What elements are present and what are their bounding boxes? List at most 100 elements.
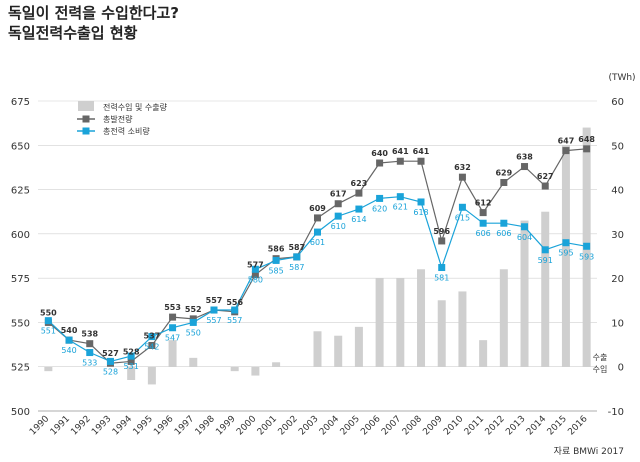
gross-data-label: 537 — [144, 331, 161, 340]
consumption-data-label: 540 — [61, 346, 76, 355]
bar — [313, 331, 322, 367]
gross-data-label: 617 — [330, 190, 347, 199]
consumption-marker — [86, 349, 94, 357]
legend-gross-label: 총발전량 — [103, 114, 133, 124]
consumption-data-label: 557 — [206, 316, 221, 325]
gross-data-label: 577 — [247, 261, 264, 270]
right-tick-label: 0 — [618, 363, 624, 374]
gross-marker — [376, 159, 384, 167]
consumption-marker — [148, 333, 156, 341]
consumption-data-label: 587 — [289, 263, 304, 272]
right-axis-unit: (TWh) — [608, 73, 635, 83]
consumption-data-label: 593 — [579, 252, 594, 261]
gross-data-label: 627 — [537, 172, 554, 181]
x-tick-label: 1992 — [69, 414, 92, 437]
gross-marker — [417, 157, 425, 165]
gross-marker — [314, 214, 321, 222]
x-tick-label: 1996 — [152, 414, 175, 437]
gross-marker — [334, 200, 342, 208]
consumption-marker — [583, 242, 591, 250]
legend-bar-label: 전력수입 및 수출량 — [103, 102, 168, 112]
x-tick-label: 2003 — [297, 414, 320, 437]
right-tick-label: 30 — [611, 230, 624, 241]
consumption-data-label: 614 — [351, 215, 366, 224]
consumption-data-label: 595 — [558, 249, 573, 258]
bar — [417, 269, 426, 367]
bar — [168, 340, 177, 367]
source-note: 자료 BMWi 2017 — [554, 446, 624, 457]
gross-marker — [500, 178, 508, 186]
gross-data-label: 612 — [475, 199, 492, 208]
gross-marker — [562, 147, 570, 155]
consumption-data-label: 580 — [248, 275, 263, 284]
gross-data-label: 528 — [123, 347, 140, 356]
x-tick-label: 2010 — [442, 414, 465, 437]
gross-marker — [438, 237, 446, 245]
x-tick-label: 1997 — [173, 414, 196, 437]
bar — [251, 366, 260, 376]
left-tick-label: 650 — [11, 141, 30, 152]
gross-marker — [458, 173, 466, 181]
legend-gross-marker — [82, 115, 90, 123]
consumption-marker — [189, 318, 197, 326]
gross-data-label: 641 — [392, 147, 409, 156]
gross-marker — [148, 341, 156, 349]
gross-marker — [127, 357, 135, 365]
right-tick-label: 10 — [611, 318, 624, 329]
consumption-data-label: 551 — [41, 327, 56, 336]
consumption-marker — [396, 193, 404, 201]
gross-data-label: 640 — [371, 149, 388, 158]
import-label: 수입 — [593, 365, 608, 374]
consumption-marker — [500, 219, 508, 227]
right-tick-label: 40 — [611, 186, 624, 197]
consumption-data-label: 604 — [517, 233, 532, 242]
right-tick-label: 60 — [611, 97, 624, 108]
x-tick-label: 1999 — [214, 414, 237, 437]
bar — [437, 300, 446, 367]
gross-marker — [86, 340, 94, 348]
page-title: 독일이 전력을 수입한다고? — [8, 4, 179, 22]
consumption-marker — [293, 253, 301, 261]
bar — [375, 278, 384, 367]
page-subtitle: 독일전력수출입 현황 — [8, 24, 138, 42]
x-tick-label: 1993 — [90, 414, 113, 437]
export-label: 수출 — [593, 352, 608, 362]
x-tick-label: 1994 — [111, 414, 134, 437]
bar — [189, 357, 198, 367]
gross-marker — [583, 145, 591, 153]
axes: 500 525 550 575 600 625 650 675 -10 0 10 20 30 40 50 60… — [11, 97, 624, 437]
right-tick-label: 20 — [611, 274, 624, 285]
x-tick-label: 1998 — [194, 414, 217, 437]
left-tick-label: 575 — [11, 274, 30, 285]
bar — [272, 362, 281, 367]
bar — [499, 269, 508, 367]
consumption-data-label: 542 — [144, 343, 159, 352]
gross-data-label: 550 — [40, 308, 57, 317]
consumption-marker — [417, 198, 425, 206]
consumption-data-label: 615 — [455, 213, 470, 222]
gross-data-label: 623 — [351, 179, 368, 188]
consumption-marker — [272, 256, 280, 264]
consumption-data-label: 591 — [538, 256, 553, 265]
gross-data-label: 596 — [433, 227, 450, 236]
consumption-data-label: 620 — [372, 204, 387, 213]
x-tick-label: 2009 — [421, 414, 444, 437]
gross-data-label: 641 — [413, 147, 430, 156]
left-tick-label: 675 — [11, 97, 30, 108]
consumption-data-label: 606 — [475, 229, 490, 238]
x-tick-label: 2016 — [566, 414, 589, 437]
consumption-data-label: 550 — [186, 328, 201, 337]
gross-data-label: 629 — [495, 168, 512, 177]
left-tick-label: 600 — [11, 230, 30, 241]
x-tick-label: 2014 — [525, 414, 548, 437]
markers — [44, 145, 591, 367]
consumption-marker — [541, 246, 549, 254]
consumption-data-label: 610 — [331, 222, 346, 231]
gross-marker — [521, 163, 529, 171]
consumption-marker — [44, 317, 52, 325]
x-tick-label: 2012 — [484, 414, 507, 437]
gross-data-label: 527 — [102, 349, 119, 358]
gross-data-label: 586 — [268, 245, 285, 254]
x-tick-label: 2000 — [235, 414, 258, 437]
